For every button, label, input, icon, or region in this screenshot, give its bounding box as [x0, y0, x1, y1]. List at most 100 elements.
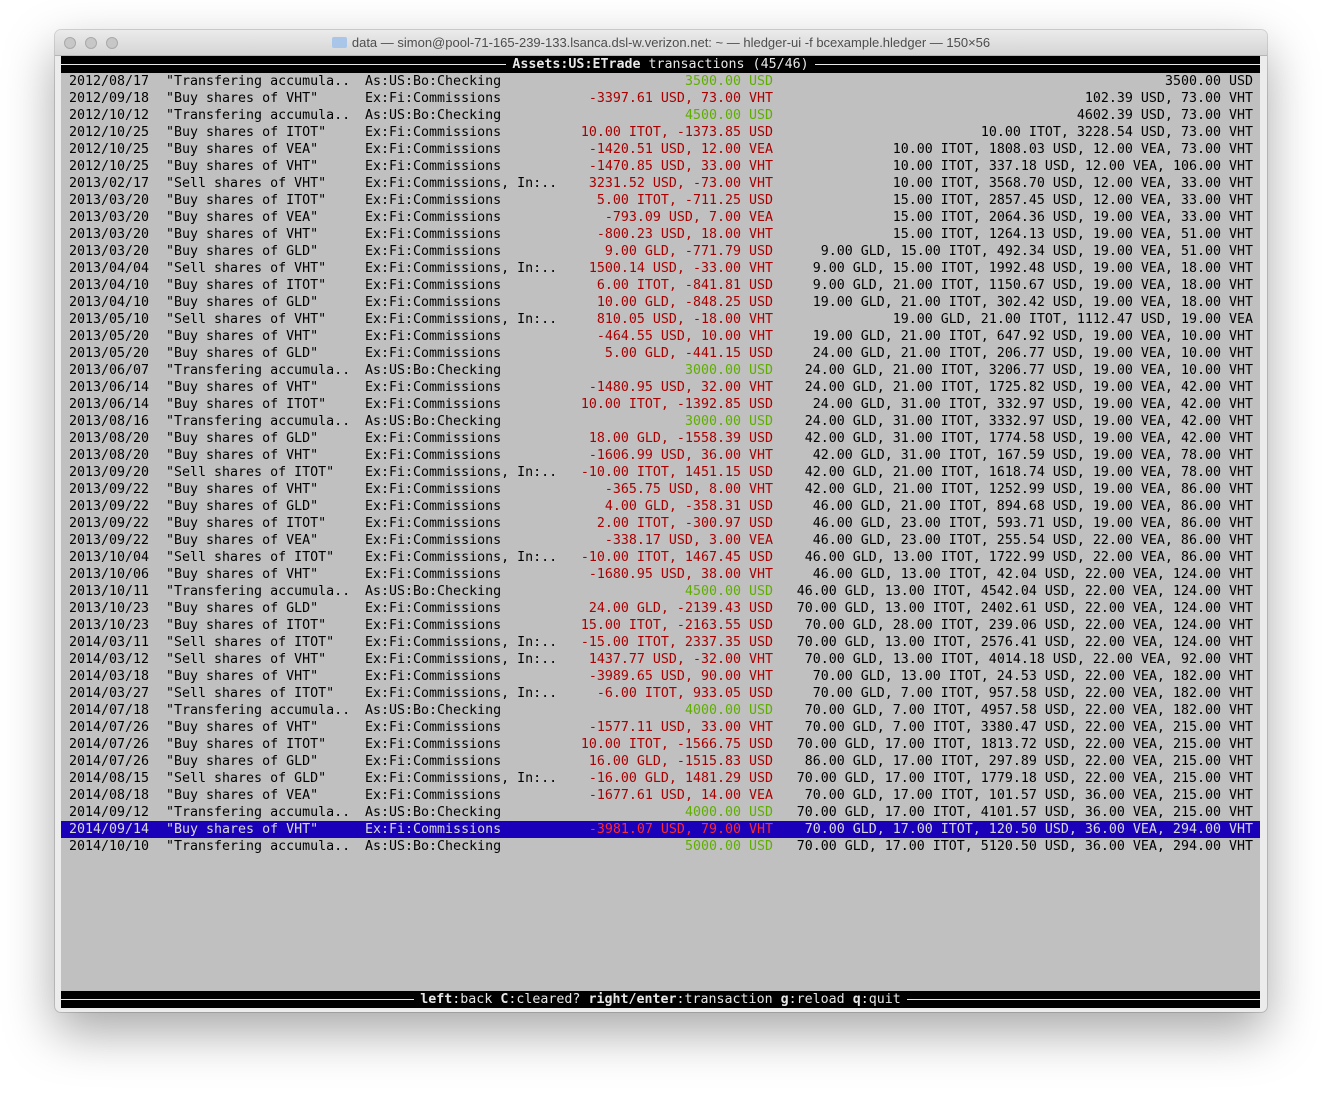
running-balance: 24.00 GLD, 21.00 ITOT, 206.77 USD, 19.00… — [812, 346, 1253, 361]
table-row[interactable]: 2014/03/27 "Sell shares of ITOT" Ex:Fi:Com… — [61, 685, 1260, 702]
table-row[interactable]: 2012/08/17 "Transfering accumula.. As:US:B… — [61, 73, 1260, 90]
key-action: cleared? — [516, 992, 581, 1007]
table-row[interactable]: 2013/05/20 "Buy shares of VHT" Ex:Fi:Commi… — [61, 328, 1260, 345]
table-row[interactable]: 2013/05/20 "Buy shares of GLD" Ex:Fi:Commi… — [61, 345, 1260, 362]
table-row[interactable]: 2013/09/20 "Sell shares of ITOT" Ex:Fi:Com… — [61, 464, 1260, 481]
other-accounts: Ex:Fi:Commissions — [365, 788, 502, 803]
transaction-description: "Sell shares of ITOT" — [166, 550, 335, 565]
transaction-amount: 3000.00 USD — [684, 363, 773, 378]
table-row[interactable]: 2013/09/22 "Buy shares of ITOT" Ex:Fi:Comm… — [61, 515, 1260, 532]
transaction-description: "Buy shares of VHT" — [166, 669, 319, 684]
table-row[interactable]: 2013/06/14 "Buy shares of VHT" Ex:Fi:Commi… — [61, 379, 1260, 396]
key-hint: left:back — [420, 992, 493, 1007]
transaction-description: "Buy shares of VHT" — [166, 448, 319, 463]
account-name: Assets:US:ETrade — [512, 57, 641, 72]
table-row[interactable]: 2014/08/15 "Sell shares of GLD" Ex:Fi:Comm… — [61, 770, 1260, 787]
transaction-amount: -3981.07 USD, 79.00 VHT — [588, 822, 773, 837]
transaction-amount: 9.00 GLD, -771.79 USD — [604, 244, 773, 259]
table-row[interactable]: 2014/09/12 "Transfering accumula.. As:US:B… — [61, 804, 1260, 821]
transaction-description: "Transfering accumula.. — [166, 74, 351, 89]
table-row[interactable]: 2013/06/07 "Transfering accumula.. As:US:B… — [61, 362, 1260, 379]
running-balance: 10.00 ITOT, 337.18 USD, 12.00 VEA, 106.0… — [892, 159, 1253, 174]
transaction-amount: -3397.61 USD, 73.00 VHT — [588, 91, 773, 106]
title-bar: data — simon@pool-71-165-239-133.lsanca.… — [55, 30, 1267, 56]
table-row[interactable]: 2012/10/25 "Buy shares of VEA" Ex:Fi:Commi… — [61, 141, 1260, 158]
other-accounts: Ex:Fi:Commissions — [365, 244, 502, 259]
table-row[interactable]: 2013/03/20 "Buy shares of VEA" Ex:Fi:Commi… — [61, 209, 1260, 226]
other-accounts: Ex:Fi:Commissions — [365, 533, 502, 548]
transaction-date: 2014/09/14 — [69, 822, 150, 837]
table-row[interactable]: 2014/07/26 "Buy shares of VHT" Ex:Fi:Commi… — [61, 719, 1260, 736]
table-row[interactable]: 2013/08/20 "Buy shares of VHT" Ex:Fi:Commi… — [61, 447, 1260, 464]
other-accounts: Ex:Fi:Commissions — [365, 278, 502, 293]
table-row[interactable]: 2013/08/20 "Buy shares of GLD" Ex:Fi:Commi… — [61, 430, 1260, 447]
other-accounts: As:US:Bo:Checking — [365, 414, 502, 429]
table-row[interactable]: 2013/09/22 "Buy shares of GLD" Ex:Fi:Commi… — [61, 498, 1260, 515]
table-row[interactable]: 2014/03/18 "Buy shares of VHT" Ex:Fi:Commi… — [61, 668, 1260, 685]
other-accounts: Ex:Fi:Commissions — [365, 754, 502, 769]
transaction-date: 2013/10/04 — [69, 550, 150, 565]
transaction-description: "Buy shares of VHT" — [166, 227, 319, 242]
transaction-amount: -3989.65 USD, 90.00 VHT — [588, 669, 773, 684]
other-accounts: Ex:Fi:Commissions, In:.. — [365, 176, 558, 191]
transaction-amount: -464.55 USD, 10.00 VHT — [596, 329, 773, 344]
close-button[interactable] — [64, 37, 76, 49]
table-row[interactable]: 2014/03/11 "Sell shares of ITOT" Ex:Fi:Com… — [61, 634, 1260, 651]
table-row[interactable]: 2014/08/18 "Buy shares of VEA" Ex:Fi:Commi… — [61, 787, 1260, 804]
transaction-date: 2013/06/14 — [69, 380, 150, 395]
minimize-button[interactable] — [85, 37, 97, 49]
transaction-amount: 10.00 ITOT, -1392.85 USD — [580, 397, 773, 412]
key-help-footer: left:back C:cleared? right/enter:transac… — [61, 991, 1260, 1008]
transaction-description: "Buy shares of VHT" — [166, 822, 319, 837]
table-row[interactable]: 2013/09/22 "Buy shares of VHT" Ex:Fi:Commi… — [61, 481, 1260, 498]
table-row[interactable]: 2014/07/26 "Buy shares of GLD" Ex:Fi:Commi… — [61, 753, 1260, 770]
transaction-description: "Buy shares of VHT" — [166, 380, 319, 395]
table-row[interactable]: 2013/04/04 "Sell shares of VHT" Ex:Fi:Comm… — [61, 260, 1260, 277]
transaction-date: 2013/06/14 — [69, 397, 150, 412]
running-balance: 102.39 USD, 73.00 VHT — [1084, 91, 1253, 106]
transaction-amount: 10.00 ITOT, -1566.75 USD — [580, 737, 773, 752]
transaction-description: "Buy shares of GLD" — [166, 295, 319, 310]
table-row[interactable]: 2014/10/10 "Transfering accumula.. As:US:B… — [61, 838, 1260, 855]
table-row[interactable]: 2013/10/11 "Transfering accumula.. As:US:B… — [61, 583, 1260, 600]
key-hint: C:cleared? — [500, 992, 581, 1007]
other-accounts: As:US:Bo:Checking — [365, 703, 502, 718]
table-row[interactable]: 2012/10/25 "Buy shares of ITOT" Ex:Fi:Comm… — [61, 124, 1260, 141]
table-row[interactable]: 2014/07/18 "Transfering accumula.. As:US:B… — [61, 702, 1260, 719]
table-row[interactable]: 2013/09/22 "Buy shares of VEA" Ex:Fi:Commi… — [61, 532, 1260, 549]
table-row[interactable]: 2013/10/04 "Sell shares of ITOT" Ex:Fi:Com… — [61, 549, 1260, 566]
window-title: data — simon@pool-71-165-239-133.lsanca.… — [55, 35, 1267, 50]
running-balance: 70.00 GLD, 7.00 ITOT, 957.58 USD, 22.00 … — [812, 686, 1253, 701]
transaction-date: 2013/08/20 — [69, 448, 150, 463]
table-row[interactable]: 2013/03/20 "Buy shares of GLD" Ex:Fi:Commi… — [61, 243, 1260, 260]
transaction-description: "Sell shares of VHT" — [166, 312, 327, 327]
transaction-description: "Sell shares of GLD" — [166, 771, 327, 786]
table-row[interactable]: 2013/10/23 "Buy shares of GLD" Ex:Fi:Commi… — [61, 600, 1260, 617]
transaction-date: 2014/03/27 — [69, 686, 150, 701]
transaction-description: "Buy shares of ITOT" — [166, 737, 327, 752]
transaction-description: "Buy shares of VEA" — [166, 210, 319, 225]
table-row[interactable]: 2012/10/25 "Buy shares of VHT" Ex:Fi:Commi… — [61, 158, 1260, 175]
table-row[interactable]: 2013/03/20 "Buy shares of ITOT" Ex:Fi:Comm… — [61, 192, 1260, 209]
table-row[interactable]: 2013/04/10 "Buy shares of ITOT" Ex:Fi:Comm… — [61, 277, 1260, 294]
table-row[interactable]: 2013/06/14 "Buy shares of ITOT" Ex:Fi:Comm… — [61, 396, 1260, 413]
table-row[interactable]: 2013/05/10 "Sell shares of VHT" Ex:Fi:Comm… — [61, 311, 1260, 328]
zoom-button[interactable] — [106, 37, 118, 49]
other-accounts: Ex:Fi:Commissions — [365, 346, 502, 361]
transaction-description: "Buy shares of VHT" — [166, 329, 319, 344]
table-row[interactable]: 2014/07/26 "Buy shares of ITOT" Ex:Fi:Comm… — [61, 736, 1260, 753]
table-row[interactable]: 2012/10/12 "Transfering accumula.. As:US:B… — [61, 107, 1260, 124]
table-row[interactable]: 2013/03/20 "Buy shares of VHT" Ex:Fi:Commi… — [61, 226, 1260, 243]
table-row[interactable]: 2013/10/06 "Buy shares of VHT" Ex:Fi:Commi… — [61, 566, 1260, 583]
table-row[interactable]: 2013/08/16 "Transfering accumula.. As:US:B… — [61, 413, 1260, 430]
table-row[interactable]: 2013/10/23 "Buy shares of ITOT" Ex:Fi:Comm… — [61, 617, 1260, 634]
running-balance: 19.00 GLD, 21.00 ITOT, 647.92 USD, 19.00… — [812, 329, 1253, 344]
transaction-amount: -10.00 ITOT, 1467.45 USD — [580, 550, 773, 565]
table-row[interactable]: 2012/09/18 "Buy shares of VHT" Ex:Fi:Commi… — [61, 90, 1260, 107]
other-accounts: Ex:Fi:Commissions — [365, 380, 502, 395]
table-row[interactable]: 2013/04/10 "Buy shares of GLD" Ex:Fi:Commi… — [61, 294, 1260, 311]
table-row[interactable]: 2013/02/17 "Sell shares of VHT" Ex:Fi:Comm… — [61, 175, 1260, 192]
table-row[interactable]: 2014/03/12 "Sell shares of VHT" Ex:Fi:Comm… — [61, 651, 1260, 668]
table-row-selected[interactable]: 2014/09/14 "Buy shares of VHT" Ex:Fi:Commi… — [61, 821, 1260, 838]
transaction-amount: 3000.00 USD — [684, 414, 773, 429]
